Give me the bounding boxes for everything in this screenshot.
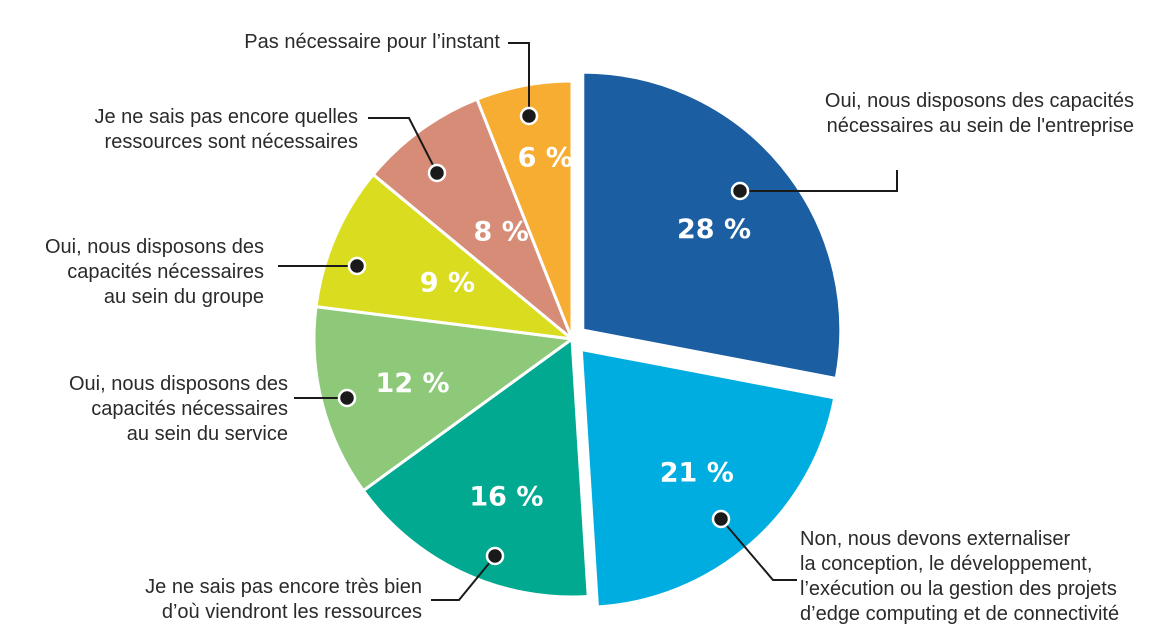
leader-entreprise-dot bbox=[730, 181, 750, 201]
pie-slice-groupe bbox=[314, 172, 577, 342]
annotation-capacites-groupe: Oui, nous disposons des capacités nécess… bbox=[44, 236, 264, 308]
leader-lines bbox=[278, 42, 898, 601]
annotation-ne-sais-pas-ou: Je ne sais pas encore très bien d’où vie… bbox=[145, 576, 422, 623]
percent-label-pas-necessaire: 6 % bbox=[518, 143, 573, 174]
percent-label-ne-sais-pas-ou: 16 % bbox=[469, 481, 543, 512]
leader-entreprise-line bbox=[740, 170, 898, 192]
percent-labels: 28 % 21 % 16 % 12 % 9 % 8 % 6 % bbox=[376, 143, 751, 513]
leader-groupe-dot bbox=[347, 256, 367, 276]
pie-slice-ne-sais-pas-ou bbox=[361, 336, 590, 599]
pie-slices bbox=[312, 70, 843, 609]
percent-label-groupe: 9 % bbox=[420, 268, 475, 299]
annotation-pas-necessaire: Pas nécessaire pour l’instant bbox=[244, 31, 500, 53]
leader-pas-necessaire-dot bbox=[519, 106, 539, 126]
pie-slice-entreprise bbox=[581, 70, 843, 381]
percent-label-service: 12 % bbox=[376, 368, 450, 399]
annotation-ne-sais-pas-quelles-ressources: Je ne sais pas encore quelles ressources… bbox=[94, 106, 359, 153]
pie-slice-pas-necessaire bbox=[475, 79, 574, 340]
annotation-externaliser: Non, nous devons externaliser la concept… bbox=[800, 528, 1120, 625]
leader-service-dot bbox=[337, 388, 357, 408]
pie-slice-service bbox=[312, 304, 576, 493]
leader-externaliser-dot bbox=[711, 509, 731, 529]
leader-quelles-ressources-line bbox=[368, 117, 438, 174]
leader-ne-sais-pas-ou-line bbox=[431, 555, 496, 601]
leader-externaliser-line bbox=[720, 518, 797, 581]
percent-label-quelles-ressources: 8 % bbox=[474, 216, 529, 247]
annotation-capacites-entreprise: Oui, nous disposons des capacités nécess… bbox=[824, 90, 1134, 137]
pie-slice-quelles-ressources bbox=[371, 97, 574, 341]
leader-ne-sais-pas-ou-dot bbox=[485, 546, 505, 566]
leader-quelles-ressources-dot bbox=[427, 163, 447, 183]
percent-label-entreprise: 28 % bbox=[677, 214, 751, 245]
pie-slice-externaliser bbox=[579, 347, 837, 609]
percent-label-externaliser: 21 % bbox=[660, 457, 734, 488]
annotation-capacites-service: Oui, nous disposons des capacités nécess… bbox=[68, 373, 288, 445]
leader-pas-necessaire-line bbox=[508, 42, 530, 116]
